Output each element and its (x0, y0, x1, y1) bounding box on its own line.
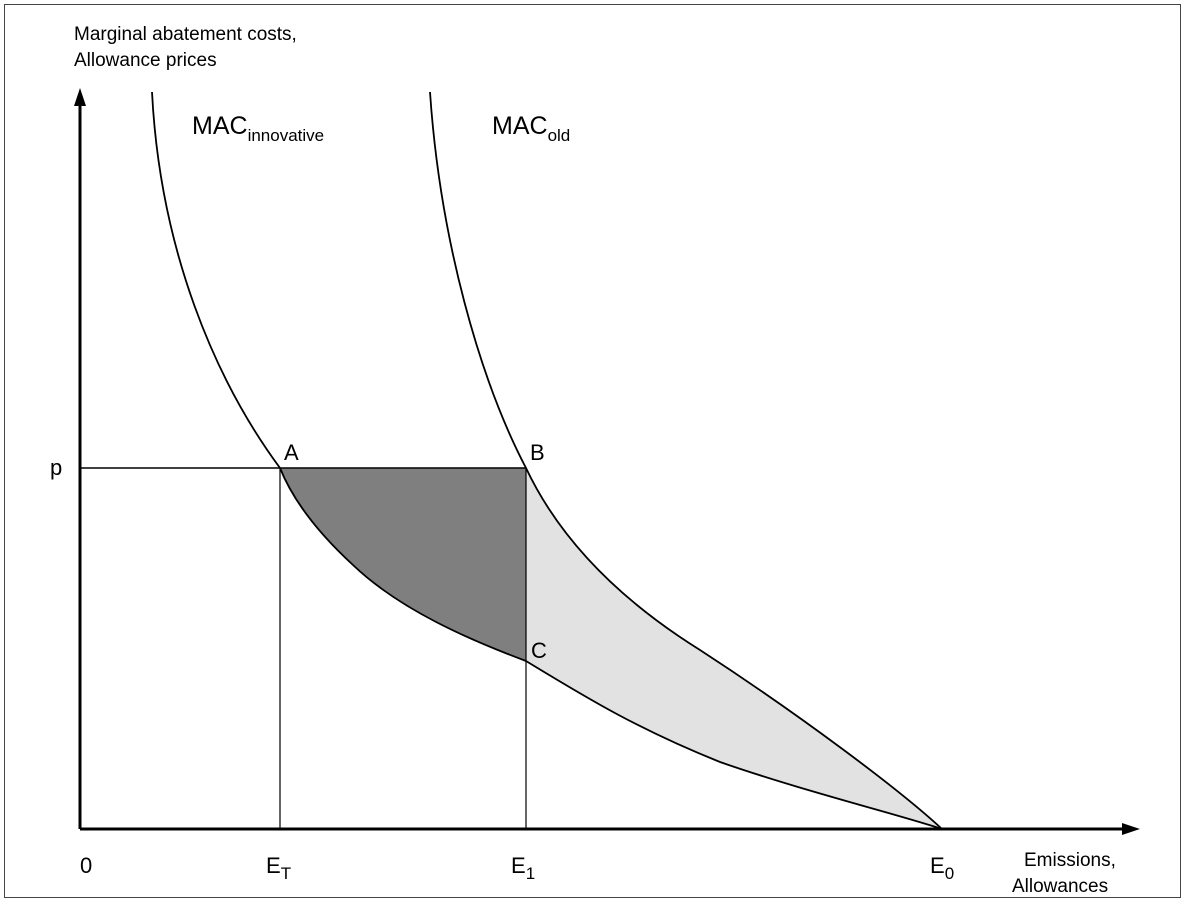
mac-innovative-main: MAC (192, 112, 248, 140)
e0-sub: 0 (945, 864, 954, 883)
e1-label: E1 (511, 853, 535, 883)
e0-main: E (930, 853, 945, 878)
et-sub: T (281, 864, 291, 883)
y-axis-arrow (74, 88, 86, 106)
x-axis-arrow (1122, 823, 1140, 835)
mac-old-curve (429, 91, 943, 830)
point-b-label: B (530, 440, 545, 465)
et-main: E (266, 853, 281, 878)
mac-innovative-label: MACinnovative (192, 112, 324, 145)
x-axis-title-line2: Allowances (1012, 876, 1108, 897)
figure-frame (4, 4, 1181, 898)
mac-innovative-sub: innovative (248, 126, 325, 145)
x-axis-title-line1: Emissions, (1024, 850, 1116, 871)
mac-old-main: MAC (492, 112, 548, 140)
light-shaded-area (526, 468, 942, 829)
price-label: p (50, 455, 62, 480)
e1-sub: 1 (526, 864, 535, 883)
point-a-label: A (284, 440, 299, 465)
y-axis-title-line1: Marginal abatement costs, (74, 24, 297, 45)
e1-main: E (511, 853, 526, 878)
et-label: ET (266, 853, 291, 883)
point-c-label: C (531, 638, 547, 663)
mac-innovative-curve (151, 91, 943, 830)
origin-label: 0 (80, 853, 92, 878)
mac-old-label: MACold (492, 112, 570, 145)
e0-label: E0 (930, 853, 954, 883)
y-axis-title-line2: Allowance prices (74, 50, 217, 71)
dark-shaded-area (280, 468, 526, 661)
mac-old-sub: old (548, 126, 571, 145)
